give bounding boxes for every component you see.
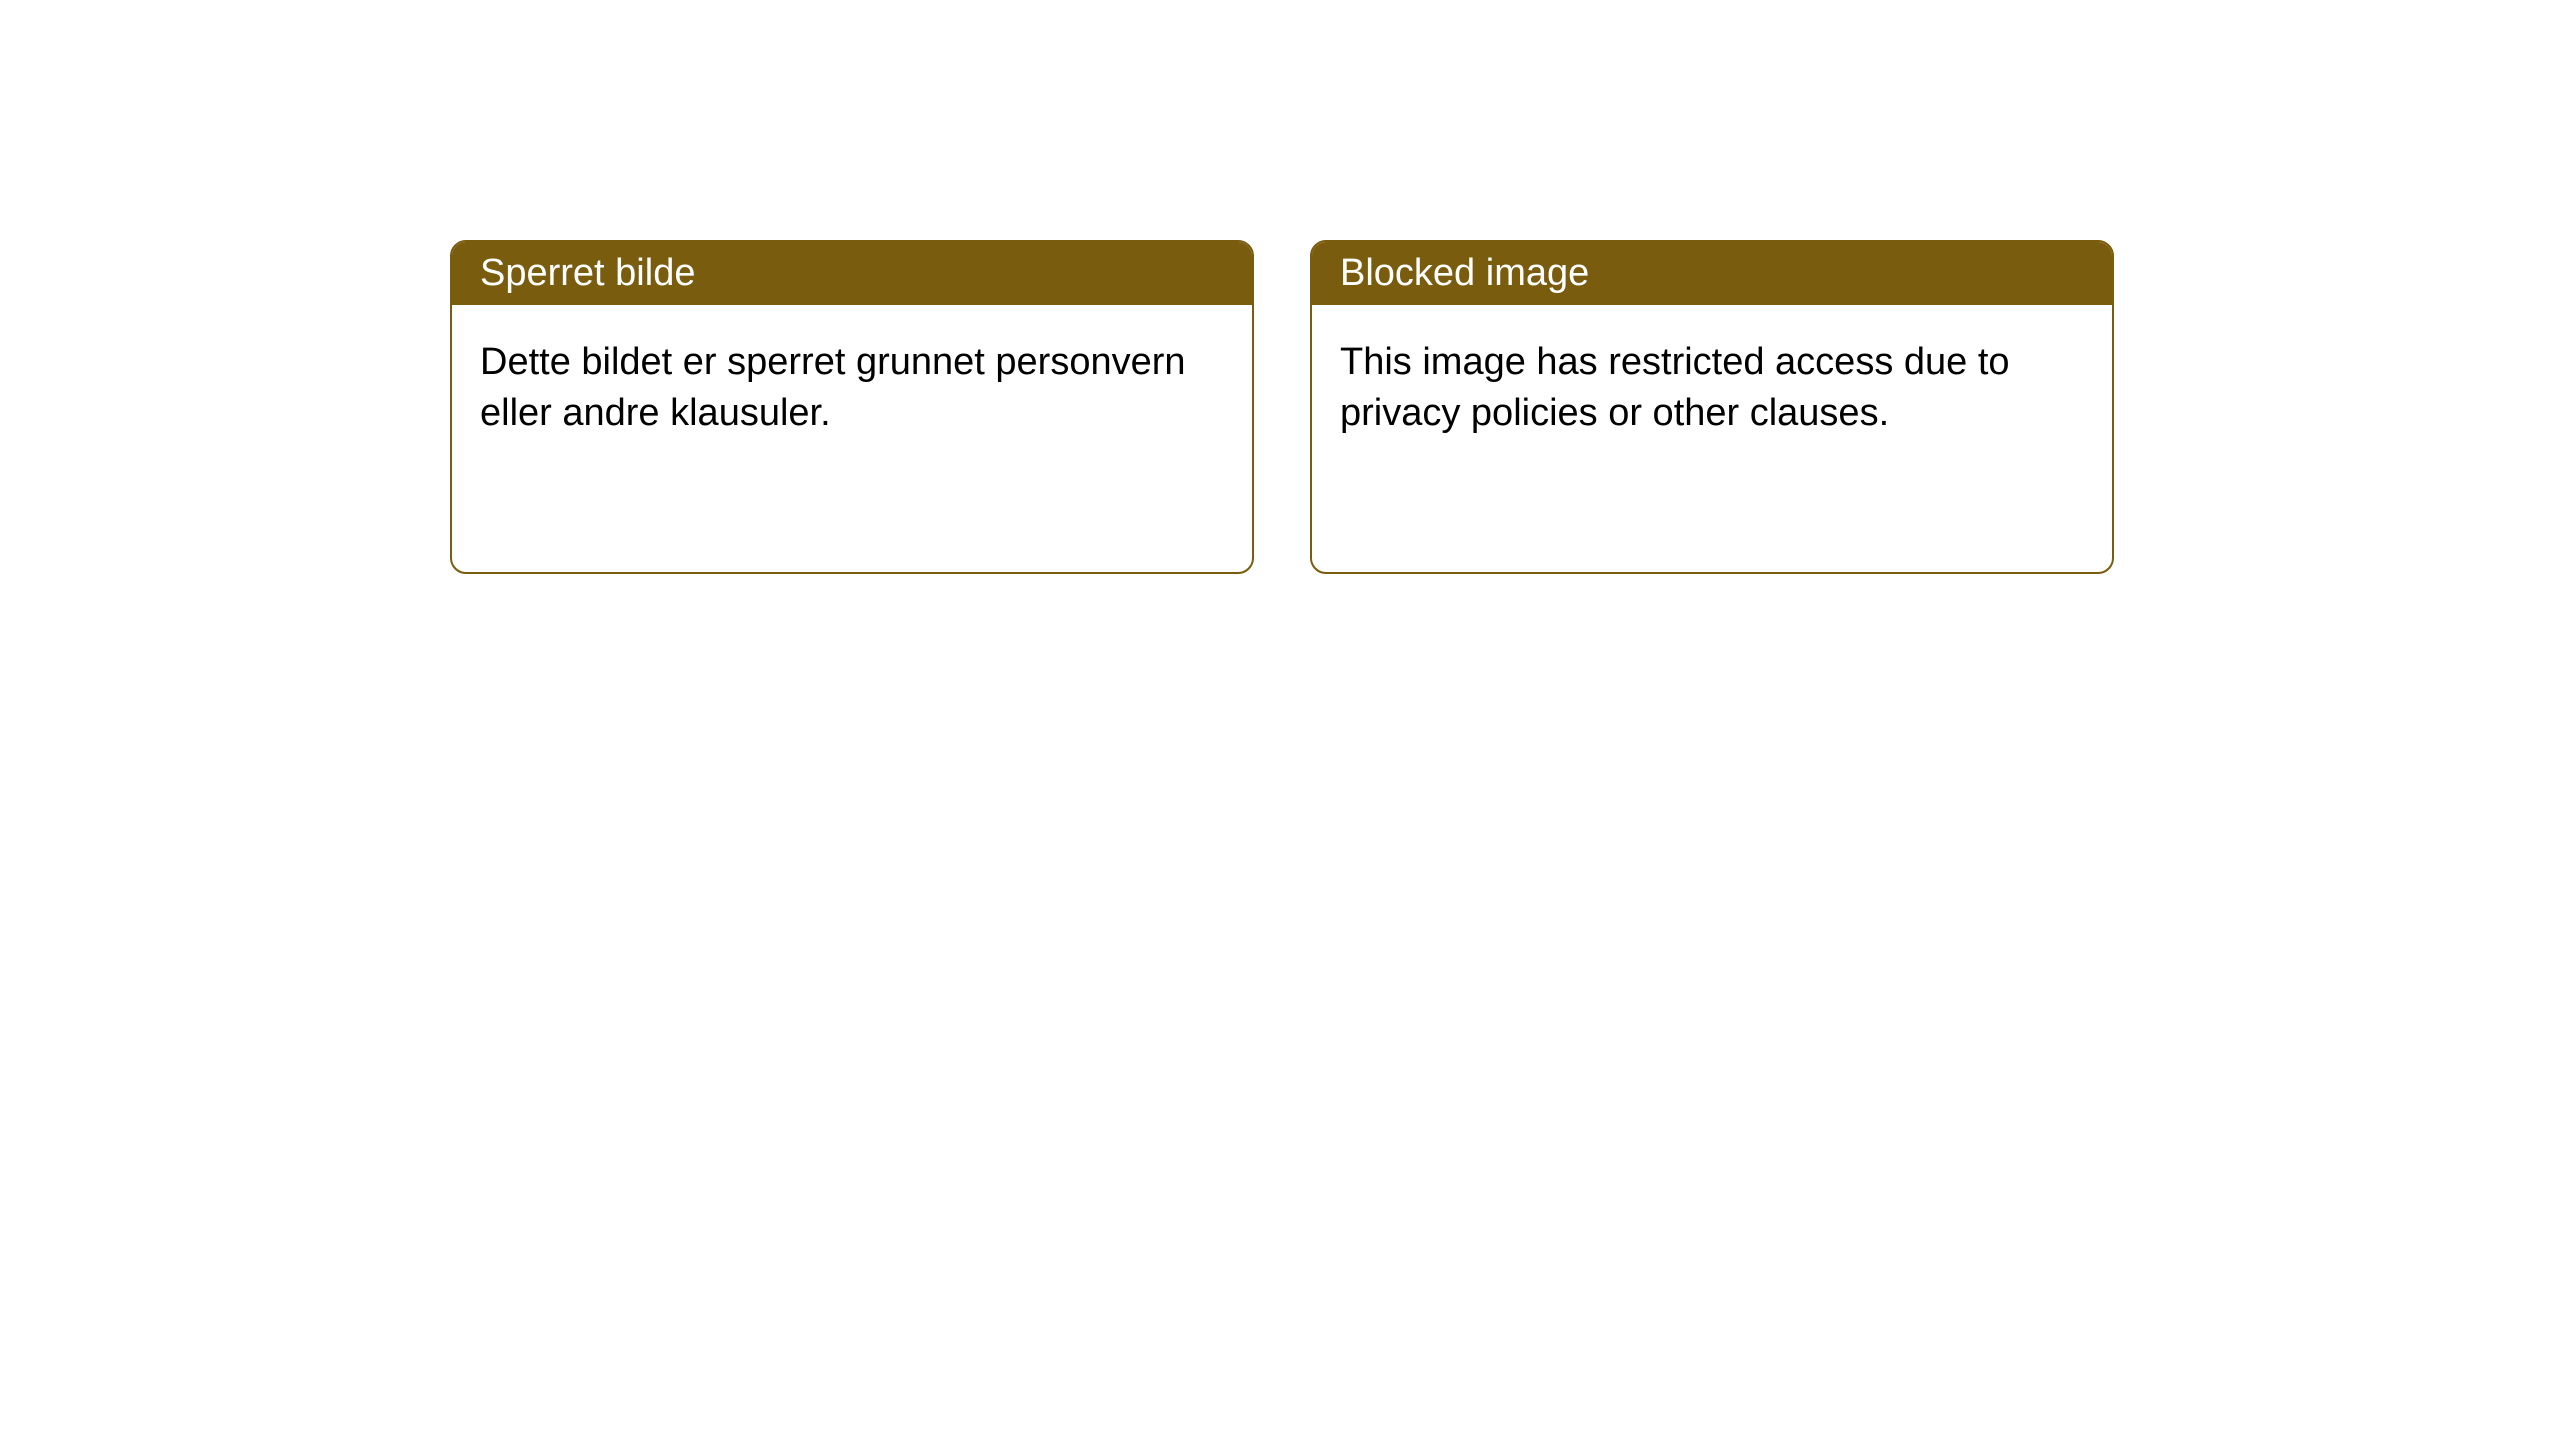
notice-header-en: Blocked image — [1312, 242, 2112, 305]
notice-container: Sperret bilde Dette bildet er sperret gr… — [450, 240, 2114, 574]
notice-body-en: This image has restricted access due to … — [1312, 305, 2112, 472]
notice-body-no: Dette bildet er sperret grunnet personve… — [452, 305, 1252, 472]
notice-card-no: Sperret bilde Dette bildet er sperret gr… — [450, 240, 1254, 574]
notice-card-en: Blocked image This image has restricted … — [1310, 240, 2114, 574]
notice-header-no: Sperret bilde — [452, 242, 1252, 305]
